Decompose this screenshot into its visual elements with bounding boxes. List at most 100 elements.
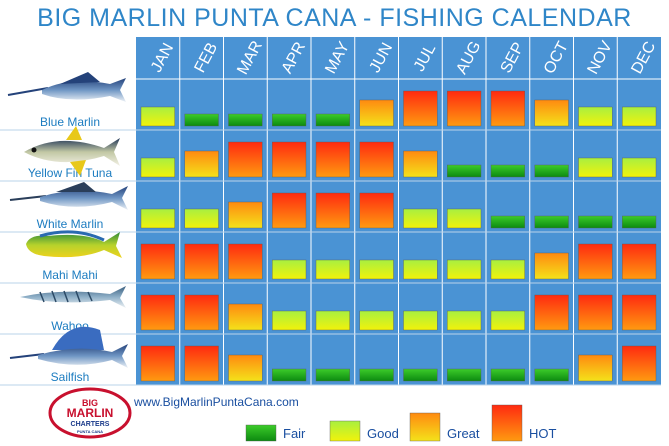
- cell-yellow-fin-tuna-feb: [184, 150, 219, 178]
- white-marlin-icon: [9, 182, 128, 210]
- cell-wahoo-jul: [403, 310, 438, 331]
- cell-white-marlin-dec: [622, 215, 657, 229]
- cell-sailfish-dec: [622, 345, 657, 382]
- cell-blue-marlin-jan: [140, 106, 175, 127]
- legend-swatch-good: [329, 420, 361, 442]
- cell-mahi-mahi-dec: [622, 243, 657, 280]
- svg-text:MARLIN: MARLIN: [67, 406, 114, 420]
- mahi-mahi-icon: [26, 230, 122, 258]
- cell-blue-marlin-nov: [578, 106, 613, 127]
- cell-sailfish-oct: [534, 368, 569, 382]
- big-marlin-charters-logo: BIG MARLIN CHARTERS PUNTA CANA: [48, 387, 132, 439]
- legend: Fair Good Great HOT: [245, 404, 557, 442]
- cell-blue-marlin-sep: [490, 90, 525, 127]
- cell-wahoo-jan: [140, 294, 175, 331]
- cell-white-marlin-apr: [272, 192, 307, 229]
- cell-white-marlin-nov: [578, 215, 613, 229]
- cell-sailfish-jul: [403, 368, 438, 382]
- cell-yellow-fin-tuna-apr: [272, 141, 307, 178]
- cell-blue-marlin-dec: [622, 106, 657, 127]
- calendar-grid-lines: [0, 37, 661, 386]
- legend-swatch-fair: [245, 424, 277, 442]
- species-label-blue-marlin: Blue Marlin: [40, 115, 100, 129]
- wahoo-icon: [20, 286, 126, 308]
- cell-white-marlin-aug: [447, 208, 482, 229]
- blue-marlin-icon: [7, 72, 126, 102]
- cell-sailfish-mar: [228, 354, 263, 382]
- sailfish-icon: [9, 326, 128, 368]
- cell-yellow-fin-tuna-nov: [578, 157, 613, 178]
- yellow-fin-tuna-icon: [24, 126, 120, 176]
- cell-wahoo-feb: [184, 294, 219, 331]
- cell-blue-marlin-apr: [272, 113, 307, 127]
- cell-yellow-fin-tuna-may: [315, 141, 350, 178]
- cell-white-marlin-mar: [228, 201, 263, 229]
- cell-mahi-mahi-mar: [228, 243, 263, 280]
- cell-yellow-fin-tuna-dec: [622, 157, 657, 178]
- cell-sailfish-feb: [184, 345, 219, 382]
- svg-text:PUNTA CANA: PUNTA CANA: [77, 429, 103, 434]
- cell-white-marlin-sep: [490, 215, 525, 229]
- svg-text:CHARTERS: CHARTERS: [71, 421, 110, 428]
- cell-white-marlin-jun: [359, 192, 394, 229]
- cell-yellow-fin-tuna-mar: [228, 141, 263, 178]
- legend-label-fair: Fair: [283, 426, 306, 441]
- cell-sailfish-nov: [578, 354, 613, 382]
- species-labels: Blue Marlin Yellow Fin Tuna White Marlin Ma…: [28, 115, 113, 384]
- calendar-cells: [140, 90, 657, 382]
- species-label-mahi-mahi: Mahi Mahi: [42, 268, 97, 282]
- cell-yellow-fin-tuna-aug: [447, 164, 482, 178]
- cell-sailfish-apr: [272, 368, 307, 382]
- cell-blue-marlin-jul: [403, 90, 438, 127]
- website-link[interactable]: www.BigMarlinPuntaCana.com: [134, 395, 299, 409]
- cell-blue-marlin-mar: [228, 113, 263, 127]
- cell-white-marlin-may: [315, 192, 350, 229]
- cell-sailfish-jun: [359, 368, 394, 382]
- cell-wahoo-aug: [447, 310, 482, 331]
- legend-label-great: Great: [447, 426, 480, 441]
- cell-mahi-mahi-nov: [578, 243, 613, 280]
- cell-wahoo-dec: [622, 294, 657, 331]
- cell-mahi-mahi-oct: [534, 252, 569, 280]
- legend-swatch-hot: [491, 404, 523, 442]
- cell-yellow-fin-tuna-jan: [140, 157, 175, 178]
- species-label-yellow-fin-tuna: Yellow Fin Tuna: [28, 166, 113, 180]
- cell-yellow-fin-tuna-oct: [534, 164, 569, 178]
- cell-white-marlin-oct: [534, 215, 569, 229]
- cell-mahi-mahi-jan: [140, 243, 175, 280]
- svg-text:BIG: BIG: [82, 398, 98, 408]
- legend-swatch-great: [409, 412, 441, 442]
- cell-yellow-fin-tuna-jun: [359, 141, 394, 178]
- cell-mahi-mahi-apr: [272, 259, 307, 280]
- cell-mahi-mahi-aug: [447, 259, 482, 280]
- cell-mahi-mahi-jun: [359, 259, 394, 280]
- cell-mahi-mahi-jul: [403, 259, 438, 280]
- page-title: BIG MARLIN PUNTA CANA - FISHING CALENDAR: [37, 4, 632, 32]
- cell-white-marlin-jul: [403, 208, 438, 229]
- cell-sailfish-aug: [447, 368, 482, 382]
- cell-blue-marlin-may: [315, 113, 350, 127]
- cell-white-marlin-feb: [184, 208, 219, 229]
- cell-yellow-fin-tuna-jul: [403, 150, 438, 178]
- cell-wahoo-jun: [359, 310, 394, 331]
- cell-wahoo-apr: [272, 310, 307, 331]
- cell-wahoo-nov: [578, 294, 613, 331]
- cell-wahoo-mar: [228, 303, 263, 331]
- cell-yellow-fin-tuna-sep: [490, 164, 525, 178]
- species-label-white-marlin: White Marlin: [37, 217, 104, 231]
- cell-mahi-mahi-sep: [490, 259, 525, 280]
- cell-wahoo-sep: [490, 310, 525, 331]
- legend-label-good: Good: [367, 426, 399, 441]
- cell-sailfish-may: [315, 368, 350, 382]
- cell-wahoo-may: [315, 310, 350, 331]
- cell-blue-marlin-oct: [534, 99, 569, 127]
- cell-white-marlin-jan: [140, 208, 175, 229]
- legend-label-hot: HOT: [529, 426, 557, 441]
- cell-blue-marlin-jun: [359, 99, 394, 127]
- cell-mahi-mahi-may: [315, 259, 350, 280]
- species-label-sailfish: Sailfish: [51, 370, 90, 384]
- cell-mahi-mahi-feb: [184, 243, 219, 280]
- cell-sailfish-jan: [140, 345, 175, 382]
- cell-wahoo-oct: [534, 294, 569, 331]
